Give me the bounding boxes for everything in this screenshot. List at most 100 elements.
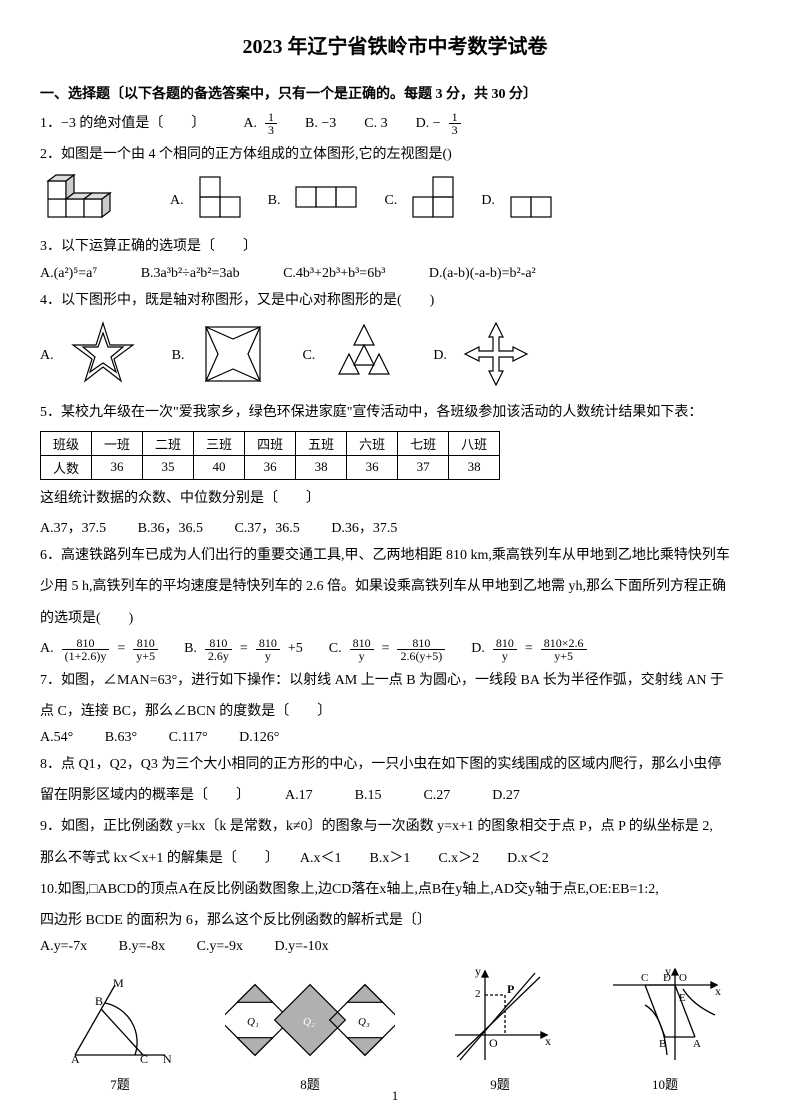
q2-D-figure [509,175,555,226]
svg-text:Q₂: Q₂ [303,1016,315,1028]
q6-C: C. 810y=8102.6(y+5) [329,637,446,662]
q7-D: D.126° [239,730,279,745]
figure-7: A M B C N 7题 [65,975,175,1093]
q10-options: A.y=-7x B.y=-8x C.y=-9x D.y=-10x [40,939,750,955]
q1-D-frac: 13 [449,111,461,136]
q1-text: 1．−3 的绝对值是〔 〕 [40,111,205,136]
q2-C-label: C. [384,193,397,209]
q5-D: D.36，37.5 [331,521,397,536]
svg-text:C: C [641,972,648,984]
q5-B: B.36，36.5 [138,521,203,536]
question-2: 2．如图是一个由 4 个相同的正方体组成的立体图形,它的左视图是() [40,142,750,167]
question-7-line2: 点 C，连接 BC，那么∠BCN 的度数是〔 〕 [40,699,750,724]
q10-C: C.y=-9x [197,939,243,954]
q1-D-label: D. − [416,111,441,136]
svg-text:x: x [545,1034,551,1048]
q4-B-figure [198,319,268,394]
question-9-line1: 9．如图，正比例函数 y=kx〔k 是常数，k≠0〕的图象与一次函数 y=x+1… [40,814,750,839]
figure-8: Q₁ Q₂ Q₃ 8题 [225,975,395,1093]
question-9-line2: 那么不等式 kx＜x+1 的解集是〔 〕 A.x＜1 B.x＞1 C.x＞2 D… [40,846,750,871]
question-10-line1: 10.如图,□ABCD的顶点A在反比例函数图象上,边CD落在x轴上,点B在y轴上… [40,877,750,902]
figure-row: A M B C N 7题 [40,965,750,1093]
question-10-line2: 四边形 BCDE 的面积为 6，那么这个反比例函数的解析式是〔〕 [40,908,750,933]
question-8-line1: 8．点 Q1，Q2，Q3 为三个大小相同的正方形的中心，一只小虫在如下图的实线围… [40,752,750,777]
q5-options: A.37，37.5 B.36，36.5 C.37，36.5 D.36，37.5 [40,517,750,537]
fig10-caption: 10题 [605,1074,725,1093]
question-6-line1: 6．高速铁路列车已成为人们出行的重要交通工具,甲、乙两地相距 810 km,乘高… [40,543,750,568]
q7-A: A.54° [40,730,73,745]
q4-figures: A. B. C. D. [40,319,750,394]
svg-text:C: C [140,1052,148,1065]
q1-C: C. 3 [364,111,387,136]
q1-A-label: A. [243,111,257,136]
svg-text:y: y [665,965,671,978]
q2-B-label: B. [268,193,281,209]
question-6-line3: 的选项是( ) [40,606,750,631]
q10-B: B.y=-8x [119,939,165,954]
q5-table: 班级一班二班三班四班五班六班七班八班 人数3635403638363738 [40,431,500,480]
question-4: 4．以下图形中，既是轴对称图形，又是中心对称图形的是( ) [40,288,750,313]
q6-D: D. 810y=810×2.6y+5 [471,637,586,662]
question-1: 1．−3 的绝对值是〔 〕 A. 13 B. −3 C. 3 D. − 13 [40,111,750,136]
question-6-line2: 少用 5 h,高铁列车的平均速度是特快列车的 2.6 倍。如果设乘高铁列车从甲地… [40,574,750,599]
fig8-caption: 8题 [225,1074,395,1093]
q6-A: A. 810(1+2.6)y=810y+5 [40,637,158,662]
q5-C: C.37，36.5 [234,521,299,536]
page-number: 1 [392,1088,399,1104]
svg-text:Q₁: Q₁ [247,1016,259,1028]
q5-A: A.37，37.5 [40,521,106,536]
q2-C-figure [411,175,457,226]
svg-text:B: B [95,994,103,1008]
svg-text:B: B [659,1038,666,1050]
q3-B: B.3a³b²÷a²b²=3ab [141,266,240,281]
q3-D: D.(a-b)(-a-b)=b²-a² [429,266,536,281]
q10-A: A.y=-7x [40,939,87,954]
svg-text:2: 2 [475,988,481,1000]
section-1-header: 一、选择题〔以下各题的备选答案中，只有一个是正确的。每题 3 分，共 30 分〕 [40,83,750,103]
question-7-line1: 7．如图，∠MAN=63°，进行如下操作：以射线 AM 上一点 B 为圆心，一线… [40,668,750,693]
q7-C: C.117° [169,730,208,745]
svg-text:Q₃: Q₃ [358,1016,370,1028]
q4-D-label: D. [433,348,447,364]
q4-D-figure [461,319,531,394]
fig7-caption: 7题 [65,1074,175,1093]
q4-B-label: B. [172,348,185,364]
q4-C-label: C. [302,348,315,364]
q2-D-label: D. [481,193,495,209]
q7-B: B.63° [105,730,137,745]
q2-A-figure [198,175,244,226]
q1-B: B. −3 [305,111,336,136]
q3-A: A.(a²)⁵=a⁷ [40,266,97,281]
q4-A-label: A. [40,348,54,364]
svg-text:M: M [113,976,124,990]
q1-A-frac: 13 [265,111,277,136]
svg-text:y: y [475,965,481,978]
q2-B-figure [294,185,360,216]
question-5: 5．某校九年级在一次"爱我家乡，绿色环保进家庭"宣传活动中，各班级参加该活动的人… [40,400,750,425]
q4-C-figure [329,319,399,394]
exam-title: 2023 年辽宁省铁岭市中考数学试卷 [40,30,750,59]
question-3: 3．以下运算正确的选项是〔 〕 [40,234,750,259]
q2-stem-figure [46,173,126,228]
svg-text:E: E [679,992,686,1004]
figure-10: C D O E B A x y 10题 [605,965,725,1093]
q7-options: A.54° B.63° C.117° D.126° [40,730,750,746]
q2-figures: A. B. C. D. [40,173,750,228]
figure-9: P 2 O x y 9题 [445,965,555,1093]
table-header-row: 班级一班二班三班四班五班六班七班八班 [41,431,500,455]
q3-C: C.4b³+2b³+b³=6b³ [283,266,385,281]
svg-text:O: O [489,1036,498,1050]
q3-options: A.(a²)⁵=a⁷ B.3a³b²÷a²b²=3ab C.4b³+2b³+b³… [40,266,750,282]
fig9-caption: 9题 [445,1074,555,1093]
svg-text:N: N [163,1052,172,1065]
q2-A-label: A. [170,193,184,209]
q6-options: A. 810(1+2.6)y=810y+5 B. 8102.6y=810y+5 … [40,637,750,662]
svg-text:x: x [715,984,721,998]
svg-text:O: O [679,972,687,984]
svg-text:P: P [507,982,514,996]
q10-D: D.y=-10x [274,939,328,954]
question-8-line2: 留在阴影区域内的概率是〔 〕 A.17 B.15 C.27 D.27 [40,783,750,808]
svg-text:A: A [71,1052,80,1065]
table-data-row: 人数3635403638363738 [41,455,500,479]
q4-A-figure [68,319,138,394]
